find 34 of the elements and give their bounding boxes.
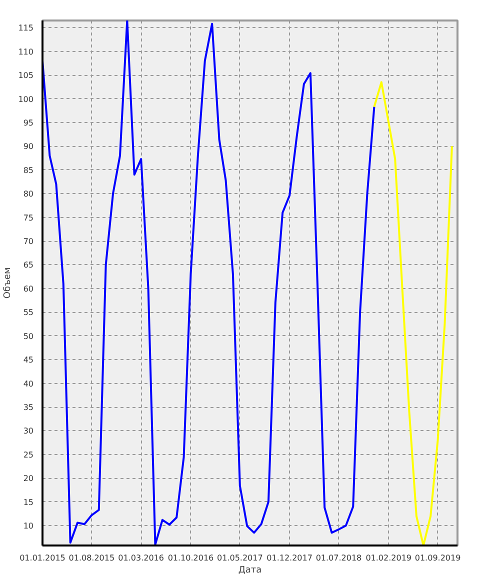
y-tick-label: 20 (23, 474, 34, 484)
y-tick-label: 80 (23, 190, 34, 199)
x-axis-title: Дата (238, 566, 262, 576)
x-tick-label: 01.03.2016 (118, 554, 164, 562)
x-tick-label: 01.08.2015 (68, 554, 115, 562)
x-tick-label: 01.02.2019 (366, 554, 412, 562)
y-tick-label: 25 (23, 450, 34, 460)
x-tick-label: 01.01.2015 (20, 554, 66, 562)
x-tick-label: 01.05.2017 (217, 554, 263, 562)
y-tick-label: 50 (23, 332, 34, 341)
y-axis-title: Объем (3, 267, 14, 299)
y-tick-label: 65 (23, 260, 34, 270)
y-tick-label: 105 (18, 71, 34, 80)
y-tick-label: 35 (23, 403, 34, 412)
x-tick-label: 01.12.2017 (266, 554, 312, 562)
y-tick-label: 100 (18, 94, 34, 104)
y-tick-label: 70 (23, 237, 34, 246)
y-tick-label: 85 (23, 166, 34, 175)
y-tick-label: 55 (23, 308, 34, 318)
y-tick-label: 40 (23, 379, 34, 388)
y-tick-label: 90 (23, 142, 34, 152)
y-tick-label: 110 (18, 47, 34, 56)
x-tick-label: 01.07.2018 (316, 554, 362, 562)
y-tick-label: 45 (23, 356, 34, 365)
y-tick-label: 15 (23, 498, 34, 507)
y-tick-label: 30 (23, 426, 34, 436)
y-tick-label: 115 (18, 24, 34, 33)
x-tick-label: 01.09.2019 (414, 554, 461, 562)
x-tick-label: 01.10.2016 (168, 554, 214, 562)
line-series (373, 81, 453, 546)
y-tick-label: 95 (23, 118, 34, 128)
y-tick-label: 10 (23, 522, 34, 531)
y-tick-label: 60 (23, 284, 34, 294)
y-tick-label: 75 (23, 213, 34, 222)
